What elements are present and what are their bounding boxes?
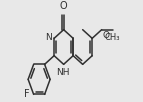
Text: O: O: [60, 1, 67, 11]
Text: O: O: [103, 31, 110, 40]
Text: CH₃: CH₃: [105, 33, 120, 42]
Text: NH: NH: [56, 68, 69, 77]
Text: N: N: [45, 33, 52, 42]
Text: F: F: [24, 89, 30, 99]
